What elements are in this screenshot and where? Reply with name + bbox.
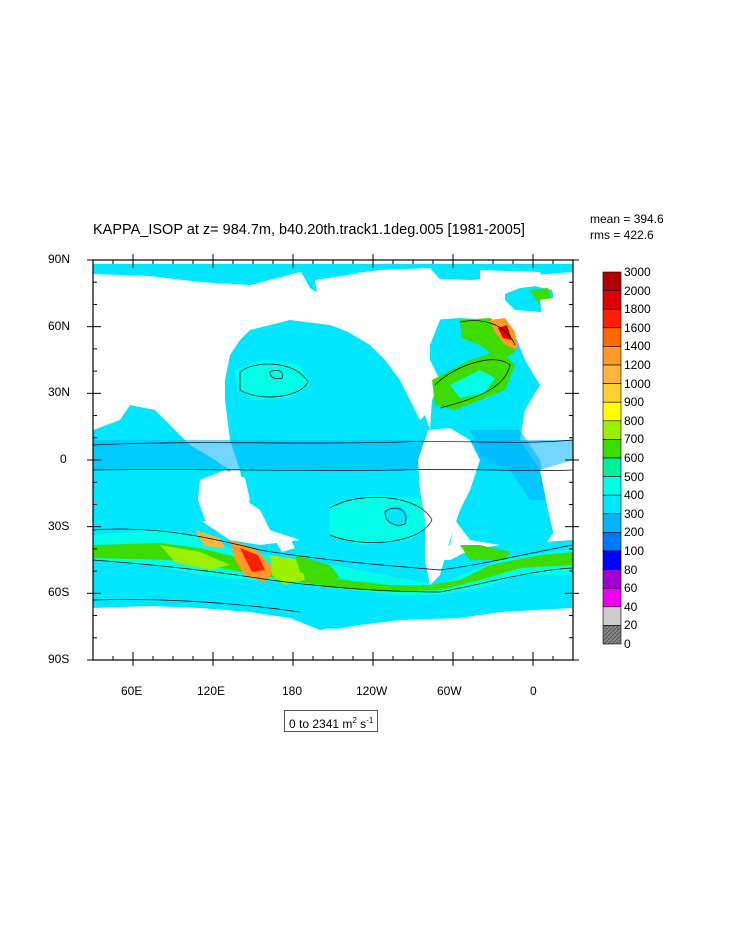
map-field [93, 260, 573, 660]
lat-label-30s: 30S [48, 519, 70, 533]
colorbar-label: 1400 [624, 339, 651, 354]
colorbar-swatch [602, 290, 622, 310]
lon-label-180: 180 [282, 684, 303, 698]
colorbar-label: 20 [624, 618, 638, 633]
lat-label-0: 0 [60, 452, 67, 466]
lon-label-120w: 120W [356, 684, 388, 698]
colorbar-swatch [602, 271, 622, 291]
colorbar-label: 1800 [624, 302, 651, 317]
colorbar-label: 80 [624, 562, 638, 577]
colorbar-swatch [602, 513, 622, 533]
lon-label-0: 0 [530, 684, 537, 698]
colorbar-swatch [602, 327, 622, 347]
lat-label-90s: 90S [48, 652, 70, 666]
colorbar-label: 600 [624, 451, 645, 465]
colorbar-label: 1600 [624, 320, 651, 335]
colorbar-label: 1000 [624, 376, 651, 391]
lon-label-60e: 60E [121, 684, 143, 698]
colorbar-swatch [602, 532, 622, 552]
colorbar-swatch [602, 587, 622, 608]
colorbar-swatch [602, 569, 622, 589]
plot-title: KAPPA_ISOP at z= 984.7m, b40.20th.track1… [93, 222, 525, 238]
lat-label-90n: 90N [48, 252, 71, 266]
colorbar-label: 40 [624, 599, 638, 614]
colorbar-label: 100 [624, 544, 645, 558]
range-exp1: 2 [352, 716, 357, 725]
colorbar-label: 200 [624, 525, 645, 540]
range-exp2: -1 [366, 716, 374, 725]
mean-value: mean = 394.6 [590, 212, 664, 226]
colorbar-label: 1200 [624, 358, 651, 372]
colorbar [602, 271, 622, 645]
arctic-ocean [93, 264, 573, 285]
range-mid: s [356, 717, 367, 731]
colorbar-label: 900 [624, 395, 645, 410]
africa-europe [93, 280, 270, 420]
colorbar-swatch [602, 625, 622, 645]
lat-label-60n: 60N [48, 319, 71, 333]
rms-value: rms = 422.6 [590, 228, 654, 242]
colorbar-label: 500 [624, 469, 645, 484]
colorbar-swatch [602, 364, 622, 384]
north-america [315, 268, 460, 420]
lon-label-60w: 60W [437, 684, 462, 698]
colorbar-swatch [602, 401, 622, 422]
lat-label-60s: 60S [48, 585, 70, 599]
colorbar-swatch [602, 383, 622, 403]
antarctica [93, 598, 573, 660]
colorbar-label: 400 [624, 488, 645, 503]
colorbar-swatch [602, 606, 622, 626]
colorbar-swatch [602, 308, 622, 329]
plot-stats: mean = 394.6 rms = 422.6 [590, 211, 664, 243]
lon-label-120e: 120E [197, 684, 226, 698]
colorbar-swatch [602, 420, 622, 440]
south-america [418, 428, 480, 585]
range-label: 0 to 2341 m2 s-1 [284, 710, 379, 732]
colorbar-label: 800 [624, 413, 645, 428]
range-text: 0 to 2341 m [289, 717, 353, 731]
colorbar-swatch [602, 457, 622, 477]
colorbar-swatch [602, 346, 622, 366]
australia [198, 470, 250, 528]
colorbar-label: 3000 [624, 265, 651, 279]
colorbar-swatch [602, 476, 622, 496]
colorbar-swatch [602, 550, 622, 570]
colorbar-label: 700 [624, 432, 645, 447]
colorbar-swatch [602, 494, 622, 515]
lat-label-30n: 30N [48, 385, 71, 399]
colorbar-swatch [602, 439, 622, 459]
colorbar-label: 60 [624, 581, 638, 596]
colorbar-label: 300 [624, 506, 645, 521]
colorbar-label: 0 [624, 637, 631, 651]
colorbar-label: 2000 [624, 283, 651, 298]
